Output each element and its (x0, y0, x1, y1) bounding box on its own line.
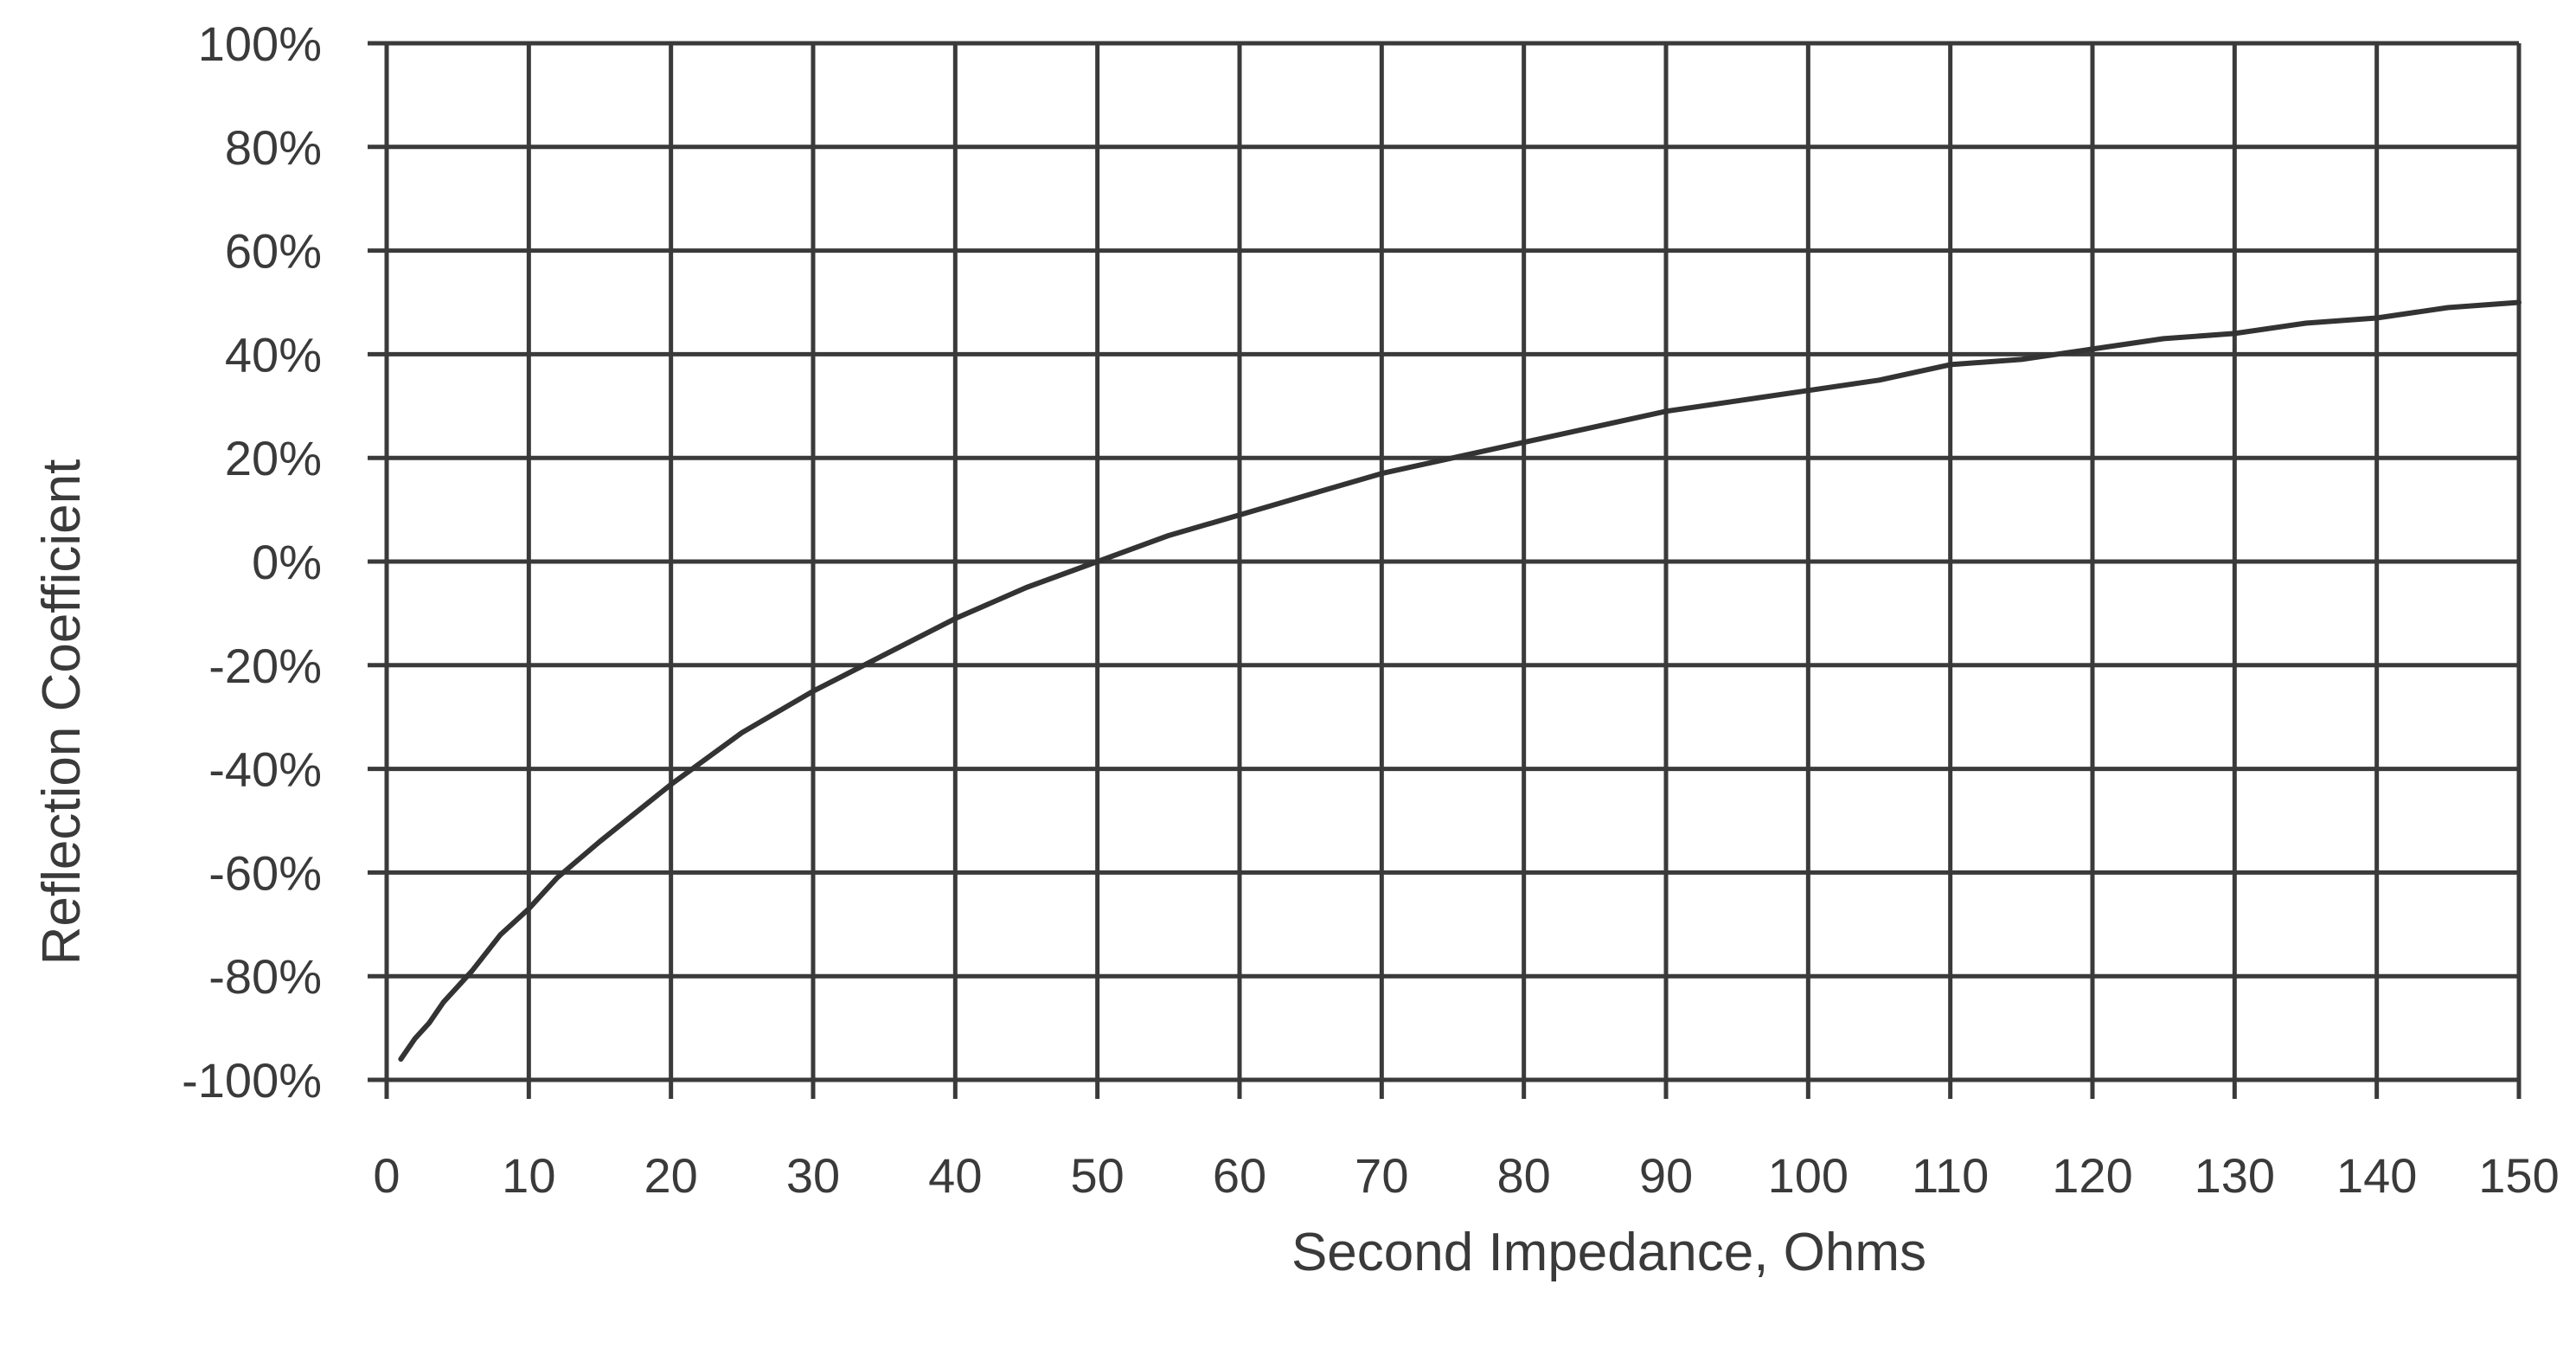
x-tick-label: 50 (1071, 1148, 1125, 1203)
x-tick-label: 10 (502, 1148, 555, 1203)
y-tick-label: 60% (225, 224, 322, 279)
plot-area (398, 299, 2522, 1062)
y-tick-label: 100% (198, 16, 322, 71)
y-tick-label: 0% (252, 535, 322, 589)
y-tick-label: -40% (208, 742, 322, 797)
y-tick-label: 80% (225, 120, 322, 175)
y-axis-title: Reflection Coefficient (32, 459, 92, 966)
y-axis-ticks: 100% 80% 60% 40% 20% 0% -20% -40% -60% -80% -100% (182, 16, 322, 1108)
x-tick-label: 140 (2336, 1148, 2417, 1203)
x-tick-label: 150 (2478, 1148, 2559, 1203)
y-tick-label: -100% (182, 1053, 322, 1108)
y-tick-label: -20% (208, 639, 322, 693)
x-tick-label: 30 (786, 1148, 840, 1203)
series-line (398, 299, 2522, 1062)
x-tick-label: 130 (2195, 1148, 2275, 1203)
y-tick-label: -80% (208, 949, 322, 1004)
y-tick-label: 40% (225, 327, 322, 382)
y-tick-label: -60% (208, 845, 322, 900)
x-axis-title: Second Impedance, Ohms (1291, 1223, 1926, 1282)
x-tick-label: 60 (1213, 1148, 1266, 1203)
grid (368, 41, 2522, 1099)
x-tick-label: 80 (1497, 1148, 1551, 1203)
y-tick-label: 20% (225, 431, 322, 485)
x-tick-label: 110 (1912, 1148, 1989, 1203)
x-tick-label: 70 (1355, 1148, 1408, 1203)
x-tick-label: 0 (373, 1148, 400, 1203)
x-tick-label: 120 (2052, 1148, 2132, 1203)
x-axis-ticks: 0 10 20 30 40 50 60 70 80 90 100 110 120 130 140 150 (373, 1148, 2559, 1203)
x-tick-label: 90 (1639, 1148, 1693, 1203)
x-tick-label: 20 (644, 1148, 698, 1203)
x-tick-label: 100 (1768, 1148, 1849, 1203)
x-tick-label: 40 (928, 1148, 982, 1203)
